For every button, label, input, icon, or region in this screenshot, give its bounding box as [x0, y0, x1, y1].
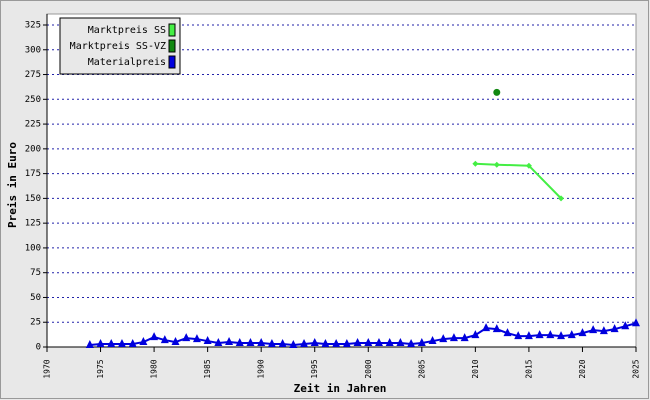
point — [374, 338, 383, 347]
legend: Marktpreis SS Marktpreis SS-VZ Materialpre… — [59, 17, 181, 75]
point — [353, 338, 362, 347]
y-tick-label: 275 — [25, 70, 41, 80]
point — [235, 338, 244, 347]
x-tick-label: 1995 — [310, 359, 319, 378]
point — [632, 318, 640, 327]
point — [257, 338, 266, 347]
point — [160, 335, 169, 344]
point — [310, 338, 319, 347]
x-tick-label: 2005 — [417, 359, 426, 378]
x-tick-label: 2015 — [524, 359, 533, 378]
legend-label: Materialpreis — [88, 57, 166, 68]
point — [182, 333, 191, 342]
x-tick-label: 1980 — [150, 359, 159, 378]
point — [385, 338, 394, 347]
point — [514, 331, 523, 340]
point — [171, 337, 180, 346]
point — [96, 339, 105, 348]
y-axis-title: Preis in Euro — [6, 142, 19, 228]
legend-swatch — [168, 23, 176, 37]
point — [558, 195, 565, 202]
point — [524, 331, 533, 340]
point — [449, 333, 458, 342]
point — [557, 331, 566, 340]
marks — [85, 88, 640, 349]
point — [439, 334, 448, 343]
point — [321, 339, 330, 348]
y-tick-label: 50 — [30, 293, 41, 303]
point — [150, 332, 159, 341]
point — [535, 330, 544, 339]
point — [589, 325, 598, 334]
point — [546, 330, 555, 339]
point — [300, 339, 309, 348]
series-line — [89, 322, 637, 347]
point — [278, 339, 287, 348]
x-axis-title: Zeit in Jahren — [294, 382, 387, 395]
y-tick-label: 200 — [25, 144, 41, 154]
point — [578, 328, 587, 337]
legend-swatch — [168, 55, 176, 69]
x-tick-label: 1975 — [96, 359, 105, 378]
y-tick-label: 150 — [25, 194, 41, 204]
point — [472, 160, 479, 167]
point — [192, 334, 201, 343]
point — [139, 337, 148, 346]
x-tick-label: 2025 — [632, 359, 641, 378]
point — [289, 340, 298, 349]
point — [428, 336, 437, 345]
x-tick-label: 1990 — [257, 359, 266, 378]
point — [471, 330, 480, 339]
point — [503, 328, 512, 337]
x-tick-label: 2000 — [364, 359, 373, 378]
point — [482, 323, 491, 332]
y-tick-label: 225 — [25, 120, 41, 130]
point — [364, 338, 373, 347]
point — [492, 324, 501, 333]
point — [567, 330, 576, 339]
point — [417, 338, 426, 347]
y-tick-label: 250 — [25, 95, 41, 105]
point — [493, 161, 500, 168]
point — [85, 340, 94, 349]
point — [342, 339, 351, 348]
legend-label: Marktpreis SS-VZ — [70, 41, 166, 52]
point — [203, 336, 212, 345]
point — [225, 337, 234, 346]
legend-swatch — [168, 39, 176, 53]
legend-label: Marktpreis SS — [88, 25, 166, 36]
x-tick-label: 1985 — [203, 359, 212, 378]
x-tick-label: 1970 — [43, 359, 52, 378]
y-tick-label: 25 — [30, 318, 41, 328]
point — [525, 162, 532, 169]
point — [107, 339, 116, 348]
point — [117, 339, 126, 348]
point — [493, 88, 501, 96]
point — [128, 339, 137, 348]
point — [332, 339, 341, 348]
point — [396, 338, 405, 347]
point — [246, 338, 255, 347]
point — [621, 321, 630, 330]
y-tick-label: 175 — [25, 169, 41, 179]
y-tick-label: 125 — [25, 219, 41, 229]
legend-box — [59, 17, 181, 75]
x-tick-label: 2020 — [578, 359, 587, 378]
y-tick-label: 75 — [30, 268, 41, 278]
y-tick-label: 325 — [25, 21, 41, 31]
x-tick-label: 2010 — [471, 359, 480, 378]
y-tick-label: 0 — [36, 343, 41, 353]
point — [407, 339, 416, 348]
point — [610, 324, 619, 333]
y-tick-label: 100 — [25, 243, 41, 253]
point — [214, 338, 223, 347]
series-line — [475, 162, 562, 200]
point — [267, 339, 276, 348]
point — [460, 333, 469, 342]
point — [599, 326, 608, 335]
y-tick-label: 300 — [25, 45, 41, 55]
